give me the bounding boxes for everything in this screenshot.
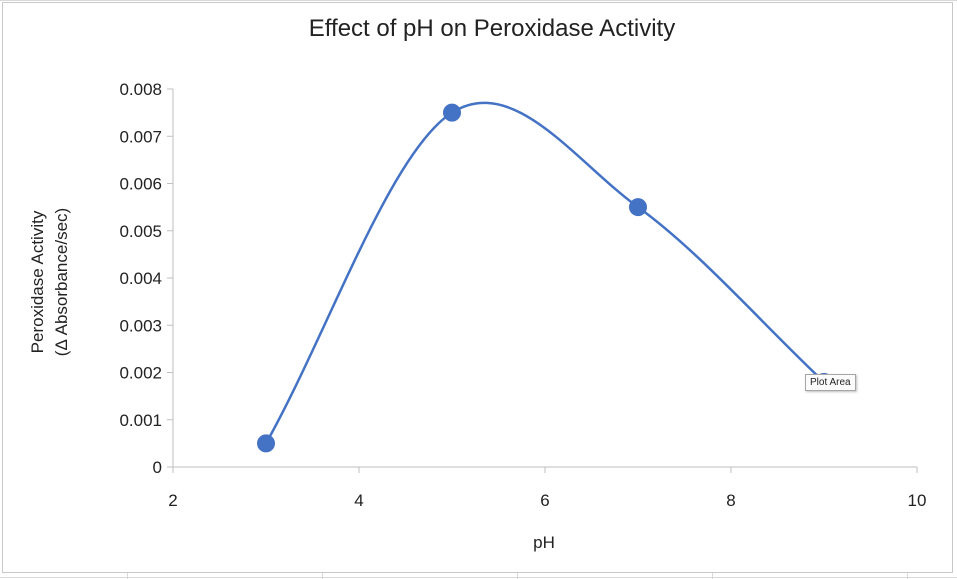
y-tick-label: 0.004 [119, 269, 162, 288]
series-line [264, 101, 825, 444]
plot-area-tooltip: Plot Area [805, 374, 856, 391]
x-tick-label: 8 [726, 491, 735, 510]
y-tick-label: 0.003 [119, 316, 162, 335]
data-point [257, 434, 275, 453]
y-tick-label: 0 [153, 458, 162, 477]
x-tick-label: 4 [354, 491, 363, 510]
x-axis-label: pH [533, 533, 555, 552]
y-tick-label: 0.002 [119, 364, 162, 383]
y-tick-label: 0.007 [119, 127, 162, 146]
chart-title: Effect of pH on Peroxidase Activity [309, 15, 675, 42]
y-tick-label: 0.005 [119, 222, 162, 241]
y-tick-label: 0.008 [119, 80, 162, 99]
y-axis-label-line2: (Δ Absorbance/sec) [52, 208, 71, 356]
data-point [629, 198, 647, 217]
y-axis-label-line1: Peroxidase Activity [28, 210, 47, 353]
data-point [443, 103, 461, 122]
x-tick-label: 10 [908, 491, 927, 510]
y-tick-label: 0.001 [119, 411, 162, 430]
x-tick-label: 2 [168, 491, 177, 510]
plot-area[interactable]: 0 0.001 0.002 0.003 0.004 0.005 0.006 0.007 0.00… [119, 80, 926, 510]
x-tick-label: 6 [540, 491, 549, 510]
y-tick-label: 0.006 [119, 175, 162, 194]
